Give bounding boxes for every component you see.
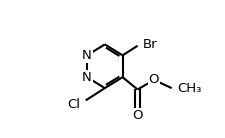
Text: N: N [82,71,92,84]
Text: N: N [82,49,92,62]
Text: Br: Br [142,38,157,51]
Text: CH₃: CH₃ [176,82,201,95]
Text: O: O [132,109,142,122]
Text: O: O [148,73,159,86]
Text: Cl: Cl [67,98,80,111]
